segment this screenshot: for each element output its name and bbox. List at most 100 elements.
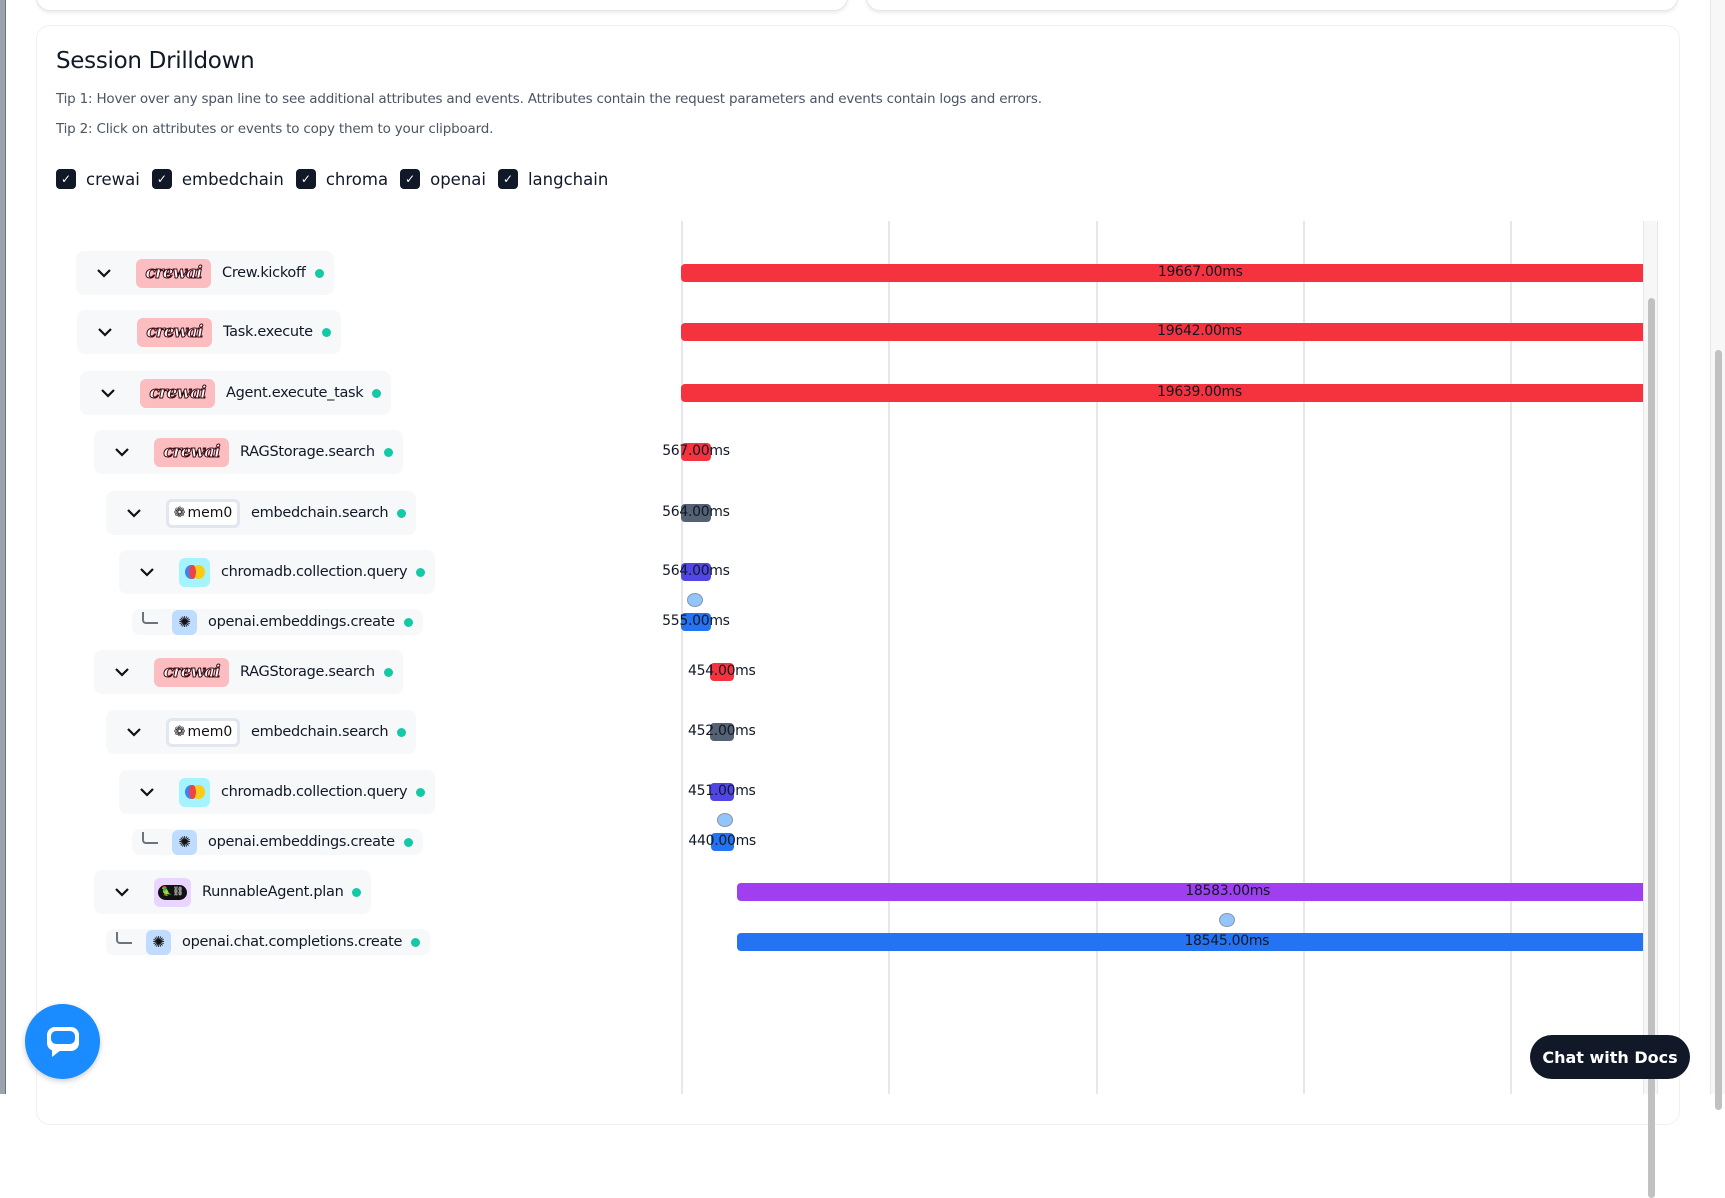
tree-connector bbox=[142, 612, 158, 624]
span-bar[interactable] bbox=[681, 563, 711, 581]
filter-checkbox-langchain[interactable]: ✓ bbox=[497, 169, 518, 189]
timeline-gridline bbox=[1302, 221, 1305, 1094]
span-row[interactable]: ✺ openai.chat.completions.create bbox=[106, 929, 431, 955]
event-bubble-icon[interactable] bbox=[716, 813, 733, 827]
span-name: RunnableAgent.plan bbox=[202, 884, 344, 900]
span-bar[interactable] bbox=[709, 663, 734, 681]
page-scrollbar[interactable] bbox=[1710, 0, 1725, 1110]
chat-icon bbox=[46, 1026, 79, 1057]
span-row[interactable]: crewai Task.execute bbox=[77, 310, 341, 354]
filter-checkbox-chroma[interactable]: ✓ bbox=[295, 169, 316, 189]
span-bar[interactable] bbox=[681, 384, 1643, 402]
event-bubble-icon[interactable] bbox=[1218, 913, 1235, 927]
openai-logo-icon: ✺ bbox=[172, 609, 197, 635]
mem0-logo: ❁ mem0 bbox=[166, 498, 240, 528]
filter-label[interactable]: embedchain bbox=[181, 169, 284, 189]
crewai-logo: crewai bbox=[154, 657, 229, 687]
status-dot bbox=[416, 567, 426, 577]
span-bar[interactable] bbox=[710, 833, 734, 851]
chevron-down-icon[interactable] bbox=[100, 667, 144, 677]
openai-logo-icon: ✺ bbox=[146, 929, 171, 955]
filter-label[interactable]: chroma bbox=[325, 169, 389, 189]
span-row[interactable]: chromadb.collection.query bbox=[119, 770, 436, 814]
filter-checkbox-crewai[interactable]: ✓ bbox=[56, 169, 76, 189]
status-dot bbox=[411, 937, 421, 947]
span-row[interactable]: crewai Crew.kickoff bbox=[76, 251, 334, 295]
tip-1: Tip 1: Hover over any span line to see a… bbox=[56, 91, 1042, 107]
tree-connector bbox=[142, 832, 158, 844]
span-row[interactable]: ✺ openai.embeddings.create bbox=[132, 829, 423, 855]
top-card-left bbox=[36, 0, 848, 11]
span-bar[interactable] bbox=[681, 613, 711, 631]
chevron-down-icon[interactable] bbox=[82, 268, 126, 278]
timeline-gridline bbox=[1510, 221, 1513, 1094]
span-duration-label: 454.00ms bbox=[687, 663, 756, 679]
event-bubble-icon[interactable] bbox=[687, 593, 704, 607]
chat-support-button[interactable] bbox=[25, 1004, 100, 1079]
chevron-down-icon[interactable] bbox=[100, 447, 144, 457]
span-duration-label: 18583.00ms bbox=[1185, 883, 1271, 899]
status-dot bbox=[383, 447, 393, 457]
span-bar[interactable] bbox=[737, 933, 1643, 951]
span-row[interactable]: ❁ mem0 embedchain.search bbox=[106, 710, 417, 754]
chevron-down-icon[interactable] bbox=[86, 388, 130, 398]
span-row[interactable]: crewai RAGStorage.search bbox=[94, 650, 403, 694]
span-bar[interactable] bbox=[709, 723, 734, 741]
span-duration-label: 18545.00ms bbox=[1184, 933, 1270, 949]
span-duration-label: 451.00ms bbox=[688, 783, 756, 799]
filter-label[interactable]: openai bbox=[430, 169, 486, 189]
chat-with-docs-button[interactable]: Chat with Docs bbox=[1530, 1035, 1690, 1079]
span-row[interactable]: chromadb.collection.query bbox=[119, 550, 436, 594]
chevron-down-icon[interactable] bbox=[125, 787, 169, 797]
chroma-logo bbox=[179, 557, 210, 587]
span-name: openai.chat.completions.create bbox=[182, 934, 403, 950]
mem0-logo-text: mem0 bbox=[187, 724, 233, 740]
chevron-down-icon[interactable] bbox=[112, 508, 156, 518]
span-bar[interactable] bbox=[737, 883, 1643, 901]
status-dot bbox=[416, 787, 426, 797]
filter-label[interactable]: crewai bbox=[86, 169, 140, 189]
span-name: openai.embeddings.create bbox=[208, 614, 395, 630]
span-name: Crew.kickoff bbox=[222, 265, 306, 281]
span-bar[interactable] bbox=[681, 443, 711, 461]
span-name: openai.embeddings.create bbox=[208, 834, 395, 850]
span-row[interactable]: crewai Agent.execute_task bbox=[80, 371, 392, 415]
span-name: embedchain.search bbox=[251, 505, 389, 521]
tree-connector bbox=[116, 932, 132, 944]
filter-checkbox-embedchain[interactable]: ✓ bbox=[151, 169, 172, 189]
chevron-down-icon[interactable] bbox=[83, 327, 127, 337]
timeline-gridline bbox=[681, 221, 683, 1094]
span-duration-label: 19639.00ms bbox=[1157, 384, 1242, 400]
span-duration-label: 567.00ms bbox=[662, 443, 730, 459]
chevron-down-icon[interactable] bbox=[125, 567, 169, 577]
span-row[interactable]: ❁ mem0 embedchain.search bbox=[106, 491, 417, 535]
span-duration-label: 440.00ms bbox=[688, 833, 756, 849]
filter-checkbox-openai[interactable]: ✓ bbox=[400, 169, 421, 189]
timeline-scrollbar[interactable] bbox=[1643, 221, 1658, 1198]
span-name: chromadb.collection.query bbox=[221, 564, 408, 580]
page-title: Session Drilldown bbox=[56, 48, 255, 74]
langchain-logo-icon: 🦜⛓ bbox=[154, 877, 191, 907]
page-scrollbar-thumb[interactable] bbox=[1715, 350, 1722, 1110]
span-bar[interactable] bbox=[681, 504, 711, 522]
background-window-edge bbox=[0, 0, 6, 1094]
chevron-down-icon[interactable] bbox=[112, 727, 156, 737]
span-name: RAGStorage.search bbox=[240, 664, 375, 680]
span-bar[interactable] bbox=[681, 323, 1643, 341]
span-duration-label: 19642.00ms bbox=[1157, 323, 1242, 339]
span-row[interactable]: ✺ openai.embeddings.create bbox=[132, 609, 423, 635]
span-name: Agent.execute_task bbox=[226, 385, 364, 401]
span-name: Task.execute bbox=[223, 324, 313, 340]
status-dot bbox=[397, 727, 407, 737]
filter-label[interactable]: langchain bbox=[527, 169, 609, 189]
chevron-down-icon[interactable] bbox=[100, 887, 144, 897]
crewai-logo: crewai bbox=[136, 258, 211, 288]
span-bar[interactable] bbox=[709, 783, 734, 801]
status-dot bbox=[403, 617, 413, 627]
span-bar[interactable] bbox=[681, 264, 1643, 282]
status-dot bbox=[352, 887, 362, 897]
timeline-scrollbar-thumb[interactable] bbox=[1648, 298, 1655, 1198]
status-dot bbox=[372, 388, 382, 398]
span-row[interactable]: 🦜⛓ RunnableAgent.plan bbox=[94, 870, 372, 914]
span-row[interactable]: crewai RAGStorage.search bbox=[94, 430, 403, 474]
